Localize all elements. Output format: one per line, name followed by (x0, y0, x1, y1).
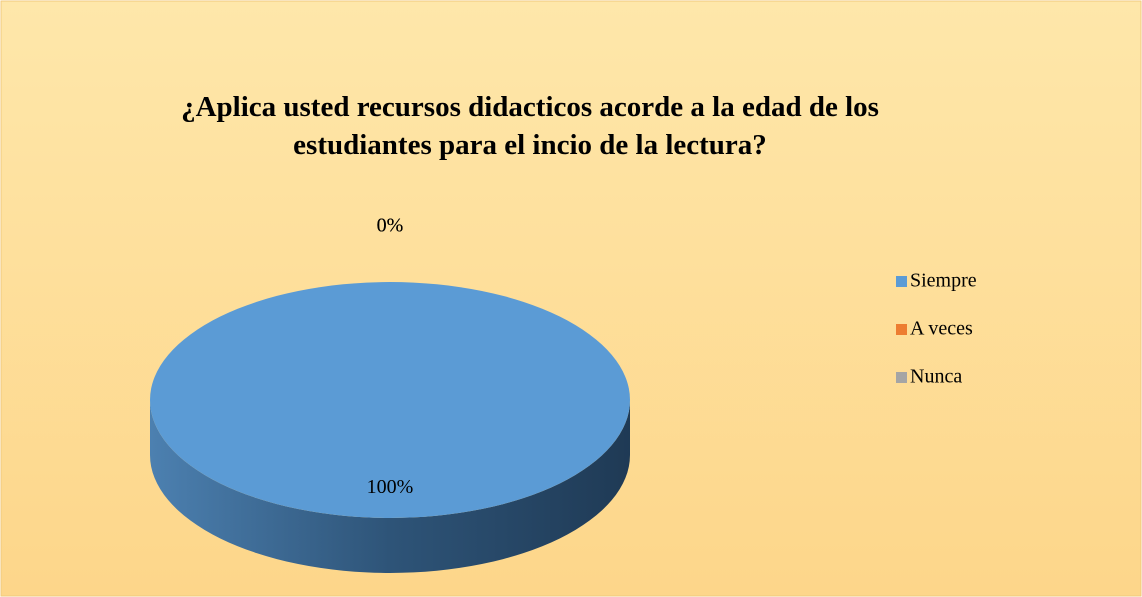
legend-label: Siempre (910, 270, 977, 292)
pie-side (150, 400, 630, 573)
legend-label: Nunca (910, 366, 962, 388)
data-label: 100% (367, 476, 414, 498)
chart-title: ¿Aplica usted recursos didacticos acorde… (181, 91, 879, 161)
legend-label: A veces (910, 318, 973, 340)
legend-swatch (896, 276, 907, 287)
pie-slice (150, 282, 630, 518)
data-label: 0% (377, 215, 404, 237)
legend-swatch (896, 324, 907, 335)
legend-swatch (896, 372, 907, 383)
data-label: 0% (377, 215, 404, 237)
